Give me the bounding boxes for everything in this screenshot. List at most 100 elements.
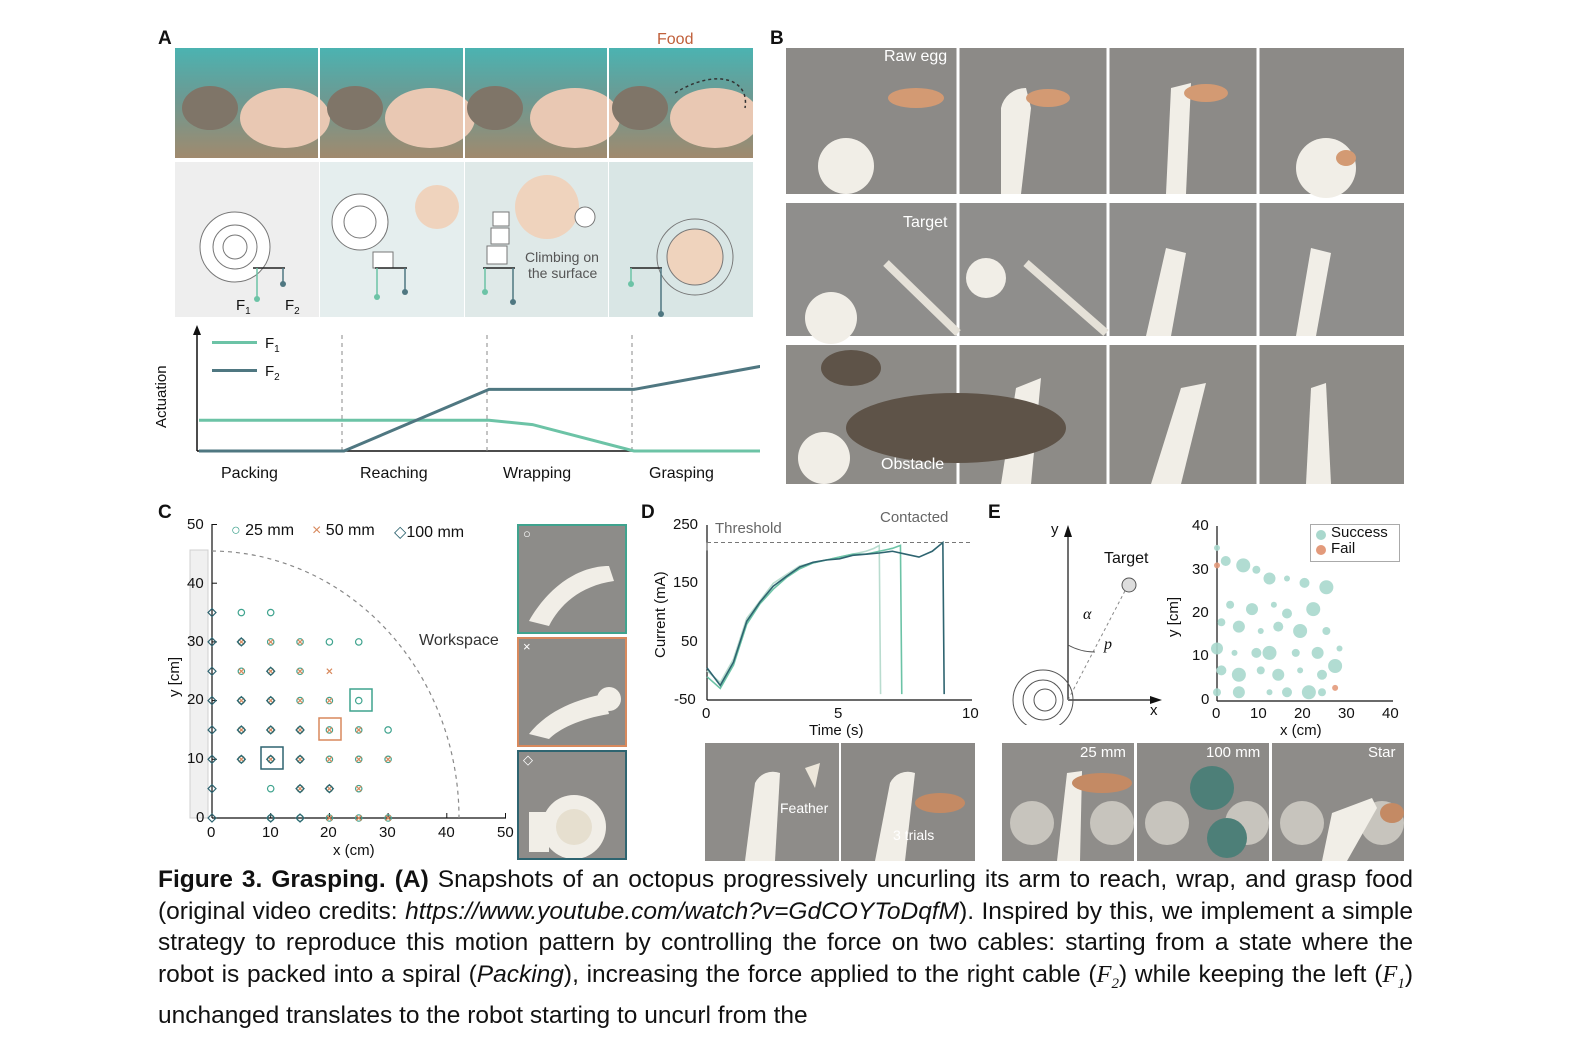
point-100mm <box>295 783 305 794</box>
point-25mm <box>237 667 246 676</box>
d-xlabel: Time (s) <box>809 722 864 739</box>
target-label: Target <box>903 214 948 231</box>
legend-success-label: Success <box>1331 524 1388 541</box>
point-100mm <box>295 725 305 735</box>
legend-f1-swatch <box>212 341 257 344</box>
climbing-label-line1: Climbing on <box>525 249 599 265</box>
point-100mm <box>265 754 276 765</box>
c-ytick: 40 <box>187 575 204 592</box>
grasp-point-success <box>1211 642 1223 655</box>
d-xtick: 5 <box>834 705 843 722</box>
feather-label: Feather <box>780 800 829 816</box>
force-f2-label: F2 <box>285 297 300 317</box>
point-100mm <box>207 725 217 735</box>
workspace-label: Workspace <box>419 632 499 649</box>
point-100mm <box>265 666 276 677</box>
photo-label-100mm: 100 mm <box>1206 744 1261 761</box>
point-100mm <box>207 666 217 677</box>
point-100mm <box>207 754 217 765</box>
d-xtick: 0 <box>702 705 711 722</box>
grasp-point-success <box>1282 687 1292 698</box>
e-ytick: 10 <box>1192 647 1209 664</box>
point-50mm <box>385 814 392 822</box>
caption-text-4: ) while keeping the left ( <box>1119 960 1383 988</box>
point-50mm <box>297 668 304 675</box>
point-25mm <box>354 755 363 764</box>
grasp-point-success <box>1336 645 1343 652</box>
grasp-point-success <box>1291 648 1300 657</box>
actuation-ylabel: Actuation <box>153 365 170 428</box>
diagram-y-label: y <box>1051 521 1059 538</box>
point-50mm <box>297 638 304 645</box>
point-50mm <box>326 756 333 763</box>
legend-25mm: ○ 25 mm <box>231 522 295 539</box>
point-100mm <box>207 607 217 618</box>
point-100mm <box>236 637 247 647</box>
point-100mm <box>295 754 305 765</box>
grasp-point-success <box>1216 665 1227 676</box>
photo-label-star: Star <box>1368 744 1396 761</box>
caption-text-3: ), increasing the force applied to the r… <box>563 960 1097 988</box>
grasp-point-success <box>1252 565 1261 574</box>
point-50mm <box>267 638 274 645</box>
grasp-point-success <box>1270 601 1277 608</box>
raw-egg-label: Raw egg <box>884 48 948 65</box>
grasp-point-success <box>1213 688 1221 697</box>
grasp-point-success <box>1301 685 1316 700</box>
current-trace <box>706 544 882 695</box>
legend-fail-marker <box>1316 545 1326 555</box>
point-100mm <box>265 813 276 823</box>
grasp-point-success <box>1322 627 1331 635</box>
point-100mm <box>324 783 335 794</box>
point-50mm <box>326 726 333 733</box>
phase-reaching: Reaching <box>360 465 428 482</box>
diagram-p-label: p <box>1104 636 1112 653</box>
point-50mm <box>326 814 333 822</box>
robot-photo-grid <box>786 48 1404 484</box>
caption-a-tag: (A) <box>394 866 429 893</box>
point-100mm <box>295 813 305 823</box>
c-xtick: 30 <box>379 824 396 841</box>
c-xtick: 0 <box>207 824 216 841</box>
grasp-point-success <box>1251 647 1262 658</box>
e-ytick: 20 <box>1192 604 1209 621</box>
legend-fail-label: Fail <box>1331 540 1356 557</box>
e-xtick: 0 <box>1212 705 1221 722</box>
c-xtick: 50 <box>497 824 514 841</box>
d-ytick: 150 <box>673 574 699 591</box>
e-xtick: 30 <box>1338 705 1355 722</box>
grasp-point-success <box>1328 659 1343 673</box>
point-50mm <box>355 814 362 822</box>
grasp-point-success <box>1266 689 1273 696</box>
object-photo-strip <box>1002 743 1404 861</box>
c-xlabel: x (cm) <box>333 842 375 859</box>
phase-grasping: Grasping <box>649 465 714 482</box>
series-line-f2 <box>199 361 780 453</box>
grasp-point-success <box>1293 624 1308 638</box>
point-25mm <box>354 726 363 734</box>
point-100mm <box>265 695 276 706</box>
spiral-diagram <box>1005 515 1175 731</box>
e-xtick: 20 <box>1294 705 1311 722</box>
legend-100mm: ◇100 mm <box>394 524 465 541</box>
point-100mm <box>207 813 217 823</box>
inset-symbol-cross: × <box>523 639 531 654</box>
current-trace <box>706 540 945 695</box>
current-axes <box>706 525 972 701</box>
grasp-point-success <box>1311 646 1324 659</box>
point-25mm <box>325 638 334 646</box>
phase-packing: Packing <box>221 465 278 482</box>
d-ylabel: Current (mA) <box>652 571 669 658</box>
point-100mm <box>236 754 247 765</box>
grasp-point-fail <box>1332 684 1339 691</box>
c-ytick: 30 <box>187 633 204 650</box>
caption-text-5: ) unchanged translates to the robot star… <box>158 960 1414 1029</box>
caption-text-1: Snapshots of an octopus progressively un… <box>158 866 1414 925</box>
grasp-point-success <box>1297 667 1304 674</box>
phase-wrapping: Wrapping <box>503 465 572 482</box>
grasp-point-success <box>1257 628 1264 634</box>
grasp-point-success <box>1231 649 1238 656</box>
three-trials-label: 3 trials <box>893 827 935 843</box>
climbing-label-line2: the surface <box>528 265 598 281</box>
point-25mm <box>266 638 275 646</box>
